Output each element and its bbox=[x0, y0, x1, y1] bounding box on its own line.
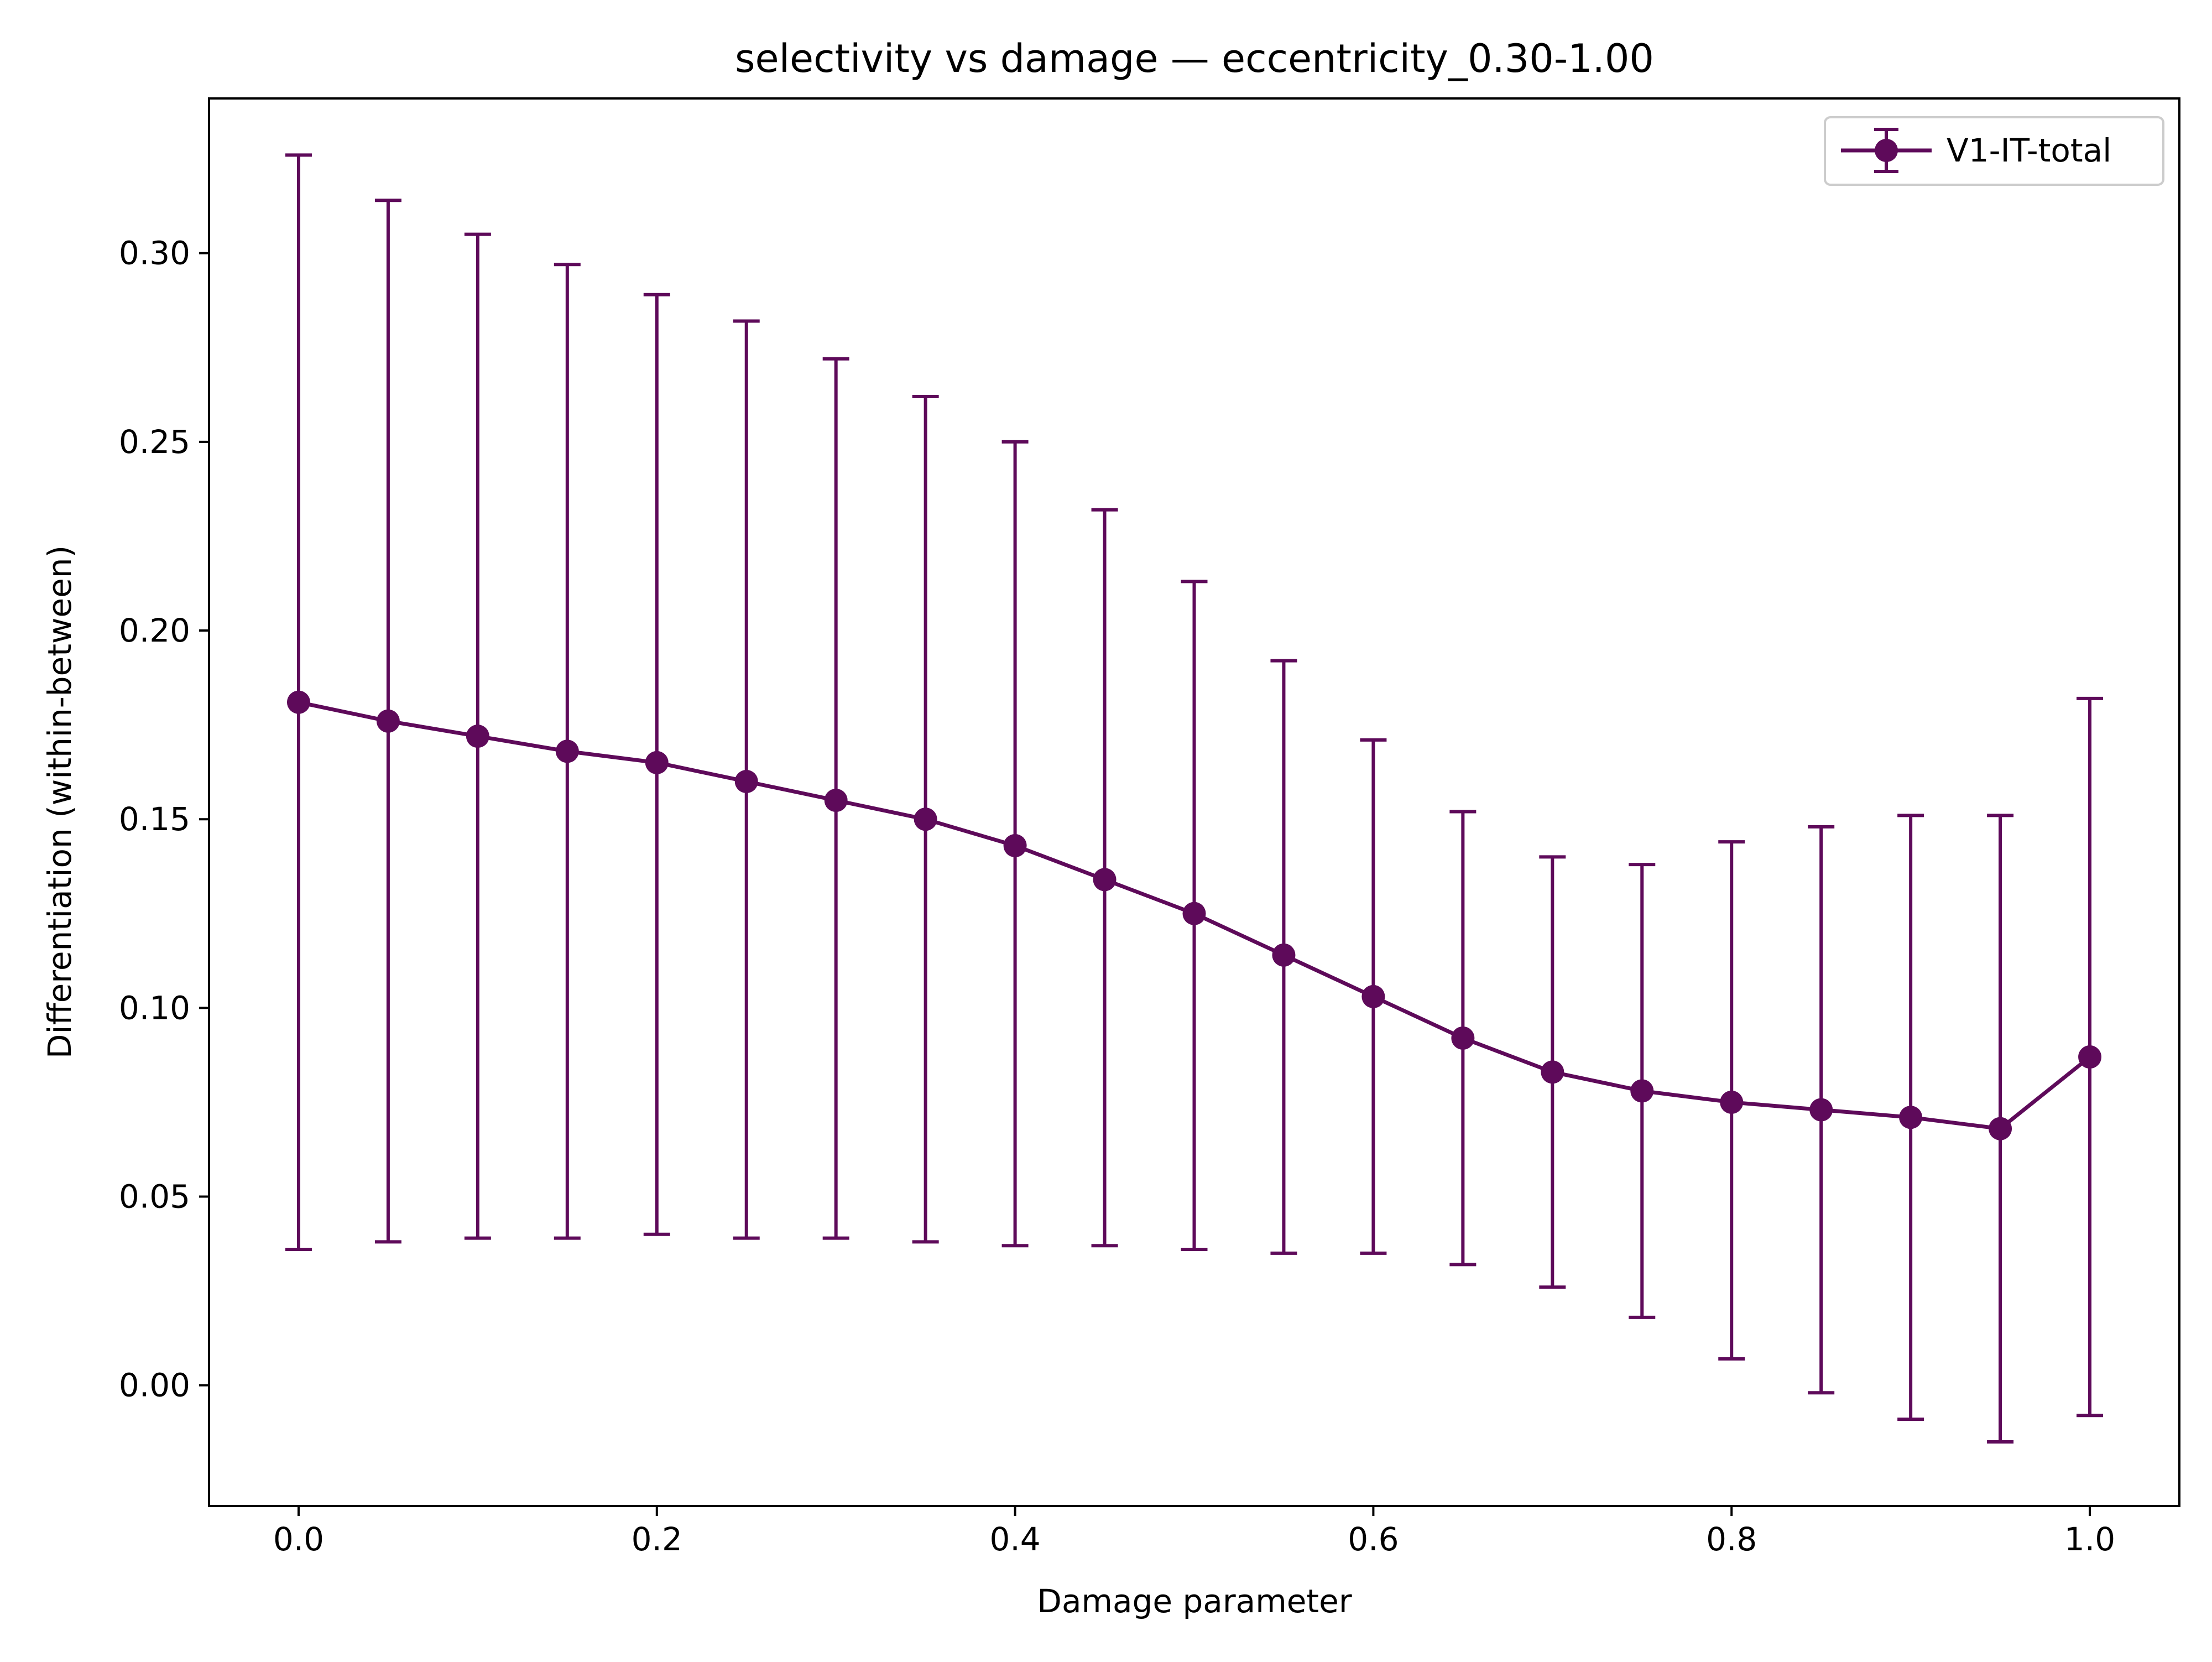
data-point bbox=[914, 807, 937, 831]
x-tick-label: 0.6 bbox=[1348, 1520, 1399, 1558]
data-point bbox=[645, 751, 669, 774]
x-tick-label: 0.4 bbox=[989, 1520, 1040, 1558]
legend: V1-IT-total bbox=[1824, 116, 2164, 186]
y-axis: 0.00 0.05 0.10 0.15 0.20 0.25 0.30 bbox=[119, 235, 209, 1404]
data-point bbox=[1361, 984, 1385, 1008]
data-point bbox=[1093, 868, 1117, 892]
y-axis-label: Differentiation (within-between) bbox=[41, 545, 79, 1059]
x-tick-label: 0.2 bbox=[632, 1520, 682, 1558]
data-point bbox=[1451, 1026, 1475, 1050]
y-tick-label: 0.00 bbox=[119, 1367, 190, 1404]
x-axis-label: Damage parameter bbox=[1037, 1582, 1352, 1620]
y-tick-label: 0.20 bbox=[119, 612, 190, 649]
legend-label: V1-IT-total bbox=[1947, 132, 2111, 169]
data-point bbox=[1003, 833, 1027, 857]
x-tick-label: 1.0 bbox=[2064, 1520, 2115, 1558]
legend-marker-icon bbox=[1841, 128, 1932, 173]
data-point bbox=[1272, 943, 1296, 967]
chart-title: selectivity vs damage — eccentricity_0.3… bbox=[735, 36, 1654, 81]
data-point bbox=[1809, 1098, 1833, 1122]
data-point bbox=[1630, 1079, 1654, 1103]
data-point bbox=[376, 709, 400, 733]
legend-marker bbox=[1875, 139, 1898, 162]
y-tick-label: 0.15 bbox=[119, 800, 190, 838]
x-axis: 0.0 0.2 0.4 0.6 0.8 1.0 bbox=[273, 1506, 2115, 1558]
data-point bbox=[1720, 1090, 1744, 1114]
x-tick-label: 0.8 bbox=[1706, 1520, 1757, 1558]
y-tick-label: 0.05 bbox=[119, 1178, 190, 1216]
y-tick-label: 0.30 bbox=[119, 235, 190, 272]
y-tick-label: 0.10 bbox=[119, 989, 190, 1027]
data-point bbox=[734, 769, 758, 793]
legend-box bbox=[1824, 116, 2164, 186]
y-tick-label: 0.25 bbox=[119, 423, 190, 461]
x-tick-label: 0.0 bbox=[273, 1520, 324, 1558]
data-point bbox=[1989, 1117, 2012, 1140]
data-point bbox=[1899, 1106, 1923, 1129]
data-point bbox=[286, 690, 310, 714]
data-point bbox=[2078, 1045, 2102, 1069]
data-point bbox=[466, 725, 489, 748]
data-point bbox=[1182, 902, 1206, 925]
plot-area bbox=[285, 153, 2104, 1444]
data-point bbox=[1541, 1060, 1564, 1084]
axes-frame bbox=[208, 97, 2180, 1507]
data-point bbox=[824, 789, 848, 812]
data-point bbox=[555, 739, 579, 763]
